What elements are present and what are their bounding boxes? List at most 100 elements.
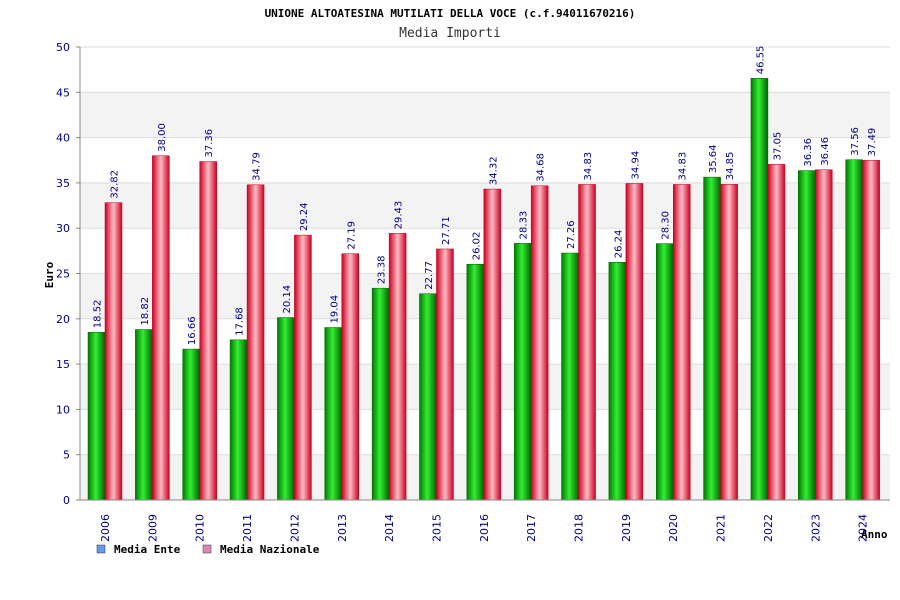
bar-media-ente bbox=[703, 176, 721, 501]
data-label-media-nazionale: 34.68 bbox=[536, 153, 547, 182]
data-label-media-nazionale: 37.05 bbox=[772, 132, 783, 161]
data-label-media-nazionale: 34.32 bbox=[488, 156, 499, 185]
data-label-media-nazionale: 34.83 bbox=[583, 152, 594, 181]
y-tick-label: 30 bbox=[56, 222, 70, 235]
x-tick-label: 2013 bbox=[336, 514, 349, 542]
data-label-media-ente: 18.52 bbox=[93, 300, 104, 329]
data-label-media-ente: 18.82 bbox=[140, 297, 151, 326]
bar-media-ente bbox=[87, 331, 106, 501]
bar-media-nazionale bbox=[815, 169, 833, 501]
data-label-media-ente: 46.55 bbox=[755, 46, 766, 75]
y-tick-label: 10 bbox=[56, 403, 70, 416]
data-label-media-nazionale: 27.71 bbox=[441, 216, 452, 245]
bar-media-nazionale bbox=[294, 234, 312, 501]
bar-media-ente bbox=[229, 339, 248, 501]
x-tick-label: 2022 bbox=[762, 514, 775, 542]
x-tick-label: 2011 bbox=[241, 514, 254, 542]
bar-media-nazionale bbox=[104, 202, 123, 501]
legend-swatch bbox=[96, 544, 106, 554]
x-tick-label: 2023 bbox=[809, 514, 822, 542]
data-label-media-ente: 22.77 bbox=[424, 261, 435, 290]
x-tick-label: 2019 bbox=[620, 514, 633, 542]
y-tick-label: 45 bbox=[56, 86, 70, 99]
bar-media-ente bbox=[371, 287, 390, 501]
data-label-media-ente: 28.30 bbox=[661, 211, 672, 240]
bar-media-nazionale bbox=[483, 188, 502, 501]
data-label-media-nazionale: 37.49 bbox=[867, 128, 878, 157]
bar-media-ente bbox=[419, 293, 437, 501]
data-label-media-ente: 19.04 bbox=[329, 295, 340, 324]
data-label-media-ente: 26.24 bbox=[613, 230, 624, 259]
y-tick-label: 40 bbox=[56, 132, 70, 145]
y-axis-label: Euro bbox=[43, 261, 56, 288]
y-tick-label: 0 bbox=[63, 494, 70, 507]
data-label-media-ente: 37.56 bbox=[850, 127, 861, 156]
data-label-media-nazionale: 37.36 bbox=[204, 129, 215, 158]
data-label-media-nazionale: 34.79 bbox=[252, 152, 263, 181]
x-tick-labels: 2006 2009 2010 2011 2012 2013 2014 2015 2016 2017… bbox=[99, 514, 870, 542]
data-label-media-nazionale: 34.83 bbox=[678, 152, 689, 181]
x-tick-label: 2009 bbox=[146, 514, 159, 542]
bar-media-ente bbox=[845, 159, 863, 501]
data-label-media-nazionale: 29.24 bbox=[299, 202, 310, 231]
bar-media-ente bbox=[135, 329, 153, 501]
y-tick-labels: 0 5 10 15 20 25 30 35 40 45 50 bbox=[56, 41, 70, 507]
data-label-media-ente: 16.66 bbox=[187, 316, 198, 345]
plot-band bbox=[80, 47, 890, 93]
axes bbox=[76, 46, 890, 501]
legend: Media Ente Media Nazionale bbox=[96, 543, 320, 556]
x-tick-label: 2014 bbox=[383, 514, 396, 542]
data-label-media-ente: 27.26 bbox=[566, 220, 577, 249]
bar-media-ente bbox=[466, 264, 485, 501]
bar-media-nazionale bbox=[436, 248, 454, 501]
x-axis-label: Anno bbox=[861, 528, 888, 541]
bar-media-ente bbox=[561, 252, 579, 501]
chart-title: UNIONE ALTOATESINA MUTILATI DELLA VOCE (… bbox=[265, 7, 636, 20]
data-label-media-ente: 17.68 bbox=[235, 307, 246, 336]
bar-media-ente bbox=[324, 327, 343, 501]
data-label-media-ente: 20.14 bbox=[282, 285, 293, 314]
x-tick-label: 2017 bbox=[525, 514, 538, 542]
y-tick-label: 5 bbox=[63, 449, 70, 462]
data-label-media-nazionale: 34.85 bbox=[725, 152, 736, 181]
data-label-media-ente: 26.02 bbox=[471, 232, 482, 261]
bar-media-nazionale bbox=[199, 161, 217, 501]
y-tick-label: 15 bbox=[56, 358, 70, 371]
y-tick-label: 35 bbox=[56, 177, 70, 190]
bar-media-ente bbox=[608, 262, 627, 501]
data-label-media-ente: 28.33 bbox=[519, 211, 530, 240]
data-label-media-ente: 36.36 bbox=[803, 138, 814, 167]
y-tick-label: 50 bbox=[56, 41, 70, 54]
data-labels: 18.52 32.82 18.82 38.00 16.66 37.36 17.68 34.79… bbox=[93, 46, 879, 345]
bar-media-nazionale bbox=[341, 253, 360, 501]
bar-media-nazionale bbox=[672, 184, 691, 501]
x-tick-label: 2018 bbox=[573, 514, 586, 542]
data-label-media-nazionale: 27.19 bbox=[346, 221, 357, 250]
data-label-media-ente: 35.64 bbox=[708, 144, 719, 173]
legend-label: Media Ente bbox=[114, 543, 181, 556]
bar-media-nazionale bbox=[246, 184, 265, 501]
bar-media-nazionale bbox=[862, 160, 880, 501]
plot-band bbox=[80, 92, 890, 138]
bar-media-nazionale bbox=[625, 183, 644, 501]
y-tick-label: 20 bbox=[56, 313, 70, 326]
bar-media-nazionale bbox=[530, 185, 549, 501]
bar-media-nazionale bbox=[388, 233, 407, 501]
x-tick-label: 2010 bbox=[194, 514, 207, 542]
x-tick-label: 2020 bbox=[667, 514, 680, 542]
bar-media-nazionale bbox=[578, 184, 596, 501]
bar-media-nazionale bbox=[152, 155, 170, 501]
legend-swatch bbox=[202, 544, 212, 554]
bar-media-ente bbox=[277, 317, 295, 501]
data-label-media-ente: 23.38 bbox=[377, 256, 388, 285]
x-tick-label: 2024 bbox=[857, 514, 870, 542]
x-tick-label: 2016 bbox=[478, 514, 491, 542]
bars bbox=[87, 78, 880, 501]
bar-media-nazionale bbox=[720, 184, 738, 501]
x-tick-label: 2006 bbox=[99, 514, 112, 542]
x-tick-label: 2021 bbox=[715, 514, 728, 542]
data-label-media-nazionale: 29.43 bbox=[394, 201, 405, 230]
bar-media-ente bbox=[798, 170, 816, 501]
data-label-media-nazionale: 32.82 bbox=[110, 170, 121, 199]
